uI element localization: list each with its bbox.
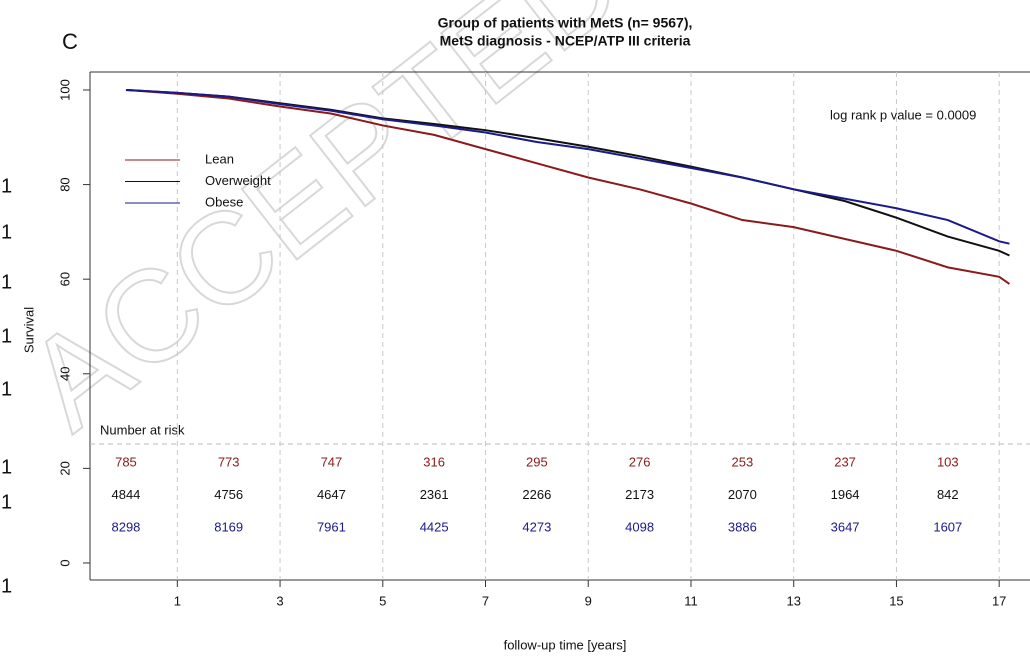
- margin-mark: 1: [1, 456, 12, 478]
- risk-count: 747: [321, 454, 343, 469]
- risk-count: 276: [629, 454, 651, 469]
- x-tick-label: 17: [992, 593, 1006, 608]
- risk-table-title: Number at risk: [100, 422, 185, 437]
- legend-label: Lean: [205, 151, 234, 166]
- risk-count: 8169: [214, 519, 243, 534]
- y-tick-label: 60: [57, 272, 72, 286]
- chart-subtitle: MetS diagnosis - NCEP/ATP III criteria: [440, 33, 691, 49]
- risk-count: 237: [834, 454, 856, 469]
- risk-count: 1964: [831, 487, 860, 502]
- risk-count: 4844: [111, 487, 140, 502]
- risk-count: 103: [937, 454, 959, 469]
- panel-label: C: [62, 29, 78, 54]
- margin-mark: 1: [1, 271, 12, 293]
- risk-count: 7961: [317, 519, 346, 534]
- legend-label: Obese: [205, 194, 243, 209]
- y-tick-label: 20: [57, 461, 72, 475]
- y-tick-label: 80: [57, 177, 72, 191]
- risk-count: 253: [731, 454, 753, 469]
- x-tick-label: 7: [482, 593, 489, 608]
- x-tick-label: 15: [889, 593, 903, 608]
- risk-count: 785: [115, 454, 137, 469]
- y-tick-label: 40: [57, 367, 72, 381]
- watermark: ACCEPTED: [0, 0, 647, 457]
- risk-count: 773: [218, 454, 240, 469]
- risk-count: 842: [937, 487, 959, 502]
- risk-count: 4425: [420, 519, 449, 534]
- margin-mark: 1: [1, 325, 12, 347]
- risk-count: 3886: [728, 519, 757, 534]
- margin-mark: 1: [1, 491, 12, 513]
- risk-count: 2070: [728, 487, 757, 502]
- risk-count: 2173: [625, 487, 654, 502]
- y-tick-label: 100: [57, 79, 72, 101]
- margin-mark: 1: [1, 378, 12, 400]
- margin-mark: 1: [1, 175, 12, 197]
- risk-count: 4756: [214, 487, 243, 502]
- survival-curve: [125, 88, 1011, 285]
- risk-count: 3647: [831, 519, 860, 534]
- y-tick-label: 0: [57, 559, 72, 566]
- x-tick-label: 5: [379, 593, 386, 608]
- margin-mark: 1: [1, 221, 12, 243]
- y-axis-label: Survival: [21, 307, 36, 353]
- risk-count: 8298: [111, 519, 140, 534]
- risk-count: 4647: [317, 487, 346, 502]
- risk-count: 316: [423, 454, 445, 469]
- x-tick-label: 13: [786, 593, 800, 608]
- x-tick-label: 1: [174, 593, 181, 608]
- risk-count: 2361: [420, 487, 449, 502]
- legend-label: Overweight: [205, 173, 271, 188]
- risk-count: 4273: [522, 519, 551, 534]
- x-tick-label: 11: [684, 593, 698, 608]
- annotation: log rank p value = 0.0009: [830, 107, 976, 122]
- x-tick-label: 9: [585, 593, 592, 608]
- risk-count: 4098: [625, 519, 654, 534]
- x-tick-label: 3: [276, 593, 283, 608]
- risk-count: 2266: [522, 487, 551, 502]
- risk-count: 295: [526, 454, 548, 469]
- survival-curve: [125, 88, 1010, 245]
- margin-mark: 1: [1, 575, 12, 597]
- risk-count: 1607: [933, 519, 962, 534]
- x-axis-label: follow-up time [years]: [504, 637, 627, 652]
- chart-title: Group of patients with MetS (n= 9567),: [438, 15, 693, 31]
